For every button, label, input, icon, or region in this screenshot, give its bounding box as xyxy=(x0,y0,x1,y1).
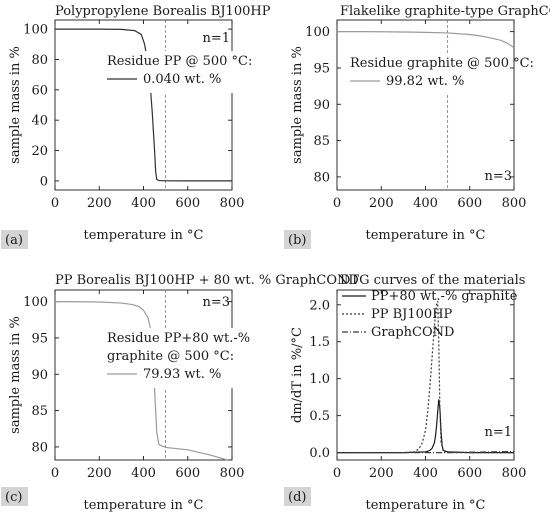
y-tick-label: 60 xyxy=(31,83,48,98)
x-tick-label: 600 xyxy=(457,196,482,211)
annotation-text: graphite @ 500 °C: xyxy=(107,349,234,364)
y-tick-label: 80 xyxy=(313,170,330,185)
annotation-bg xyxy=(103,328,233,388)
x-tick-label: 800 xyxy=(220,466,245,481)
y-tick-label: 80 xyxy=(31,440,48,455)
annotation-text: Residue graphite @ 500 °C: xyxy=(350,56,534,71)
sample-count-label: n=3 xyxy=(202,295,230,310)
y-tick-label: 95 xyxy=(31,331,48,346)
chart-panel-2: 0 200 400 600 800 80 85 90 95 100 Flakelike graphi… xyxy=(284,4,550,249)
y-tick-label: 0.5 xyxy=(309,409,330,424)
y-tick-label: 85 xyxy=(31,404,48,419)
y-axis-label: sample mass in % xyxy=(290,46,305,164)
x-tick-label: 600 xyxy=(457,466,482,481)
y-tick-label: 95 xyxy=(313,61,330,76)
x-tick-label: 800 xyxy=(502,196,527,211)
series-line-1 xyxy=(337,31,515,49)
x-tick-label: 400 xyxy=(413,196,438,211)
y-tick-label: 85 xyxy=(313,134,330,149)
plot-frame xyxy=(54,19,233,191)
x-tick-label: 0 xyxy=(51,196,59,211)
y-tick-label: 100 xyxy=(305,25,330,40)
x-tick-label: 400 xyxy=(131,466,156,481)
x-axis-label: temperature in °C xyxy=(366,228,486,243)
y-tick-label: 2.0 xyxy=(309,298,330,313)
chart-title: Flakelike graphite-type GraphCOND xyxy=(340,4,550,19)
x-axis-label: temperature in °C xyxy=(84,498,204,513)
x-tick-label: 200 xyxy=(87,196,112,211)
annotation-text: 79.93 wt. % xyxy=(143,367,221,382)
legend-label: GraphCOND xyxy=(371,325,454,340)
y-tick-label: 100 xyxy=(23,295,48,310)
annotation-bg xyxy=(346,53,476,95)
panel-label: (c) xyxy=(5,490,22,505)
x-tick-label: 0 xyxy=(333,466,341,481)
annotation-text: 0.040 wt. % xyxy=(143,72,221,87)
panel-label: (b) xyxy=(288,233,306,248)
y-axis-label: sample mass in % xyxy=(8,316,23,434)
series-line-1 xyxy=(54,301,228,461)
sample-count-label: n=1 xyxy=(484,425,512,440)
annotation-text: 99.82 wt. % xyxy=(386,74,464,89)
chart-title: DTG curves of the materials xyxy=(340,273,525,288)
x-tick-label: 200 xyxy=(369,196,394,211)
x-axis-label: temperature in °C xyxy=(84,228,204,243)
series-line-1 xyxy=(55,28,232,182)
x-tick-label: 400 xyxy=(131,196,156,211)
plot-frame xyxy=(336,19,515,191)
chart-panel-4: 0 200 400 600 800 0.0 0.5 1.0 1.5 2.0 DTG curves o… xyxy=(284,273,526,513)
y-tick-label: 1.0 xyxy=(309,372,330,387)
x-tick-label: 400 xyxy=(413,466,438,481)
panel-label-box xyxy=(1,230,28,249)
sample-count-label: n=1 xyxy=(202,31,230,46)
legend-label: PP+80 wt.-% graphite xyxy=(371,289,518,304)
y-tick-label: 20 xyxy=(31,144,48,159)
chart-panel-1: 0 200 400 600 800 0 20 40 60 80 100 Polypropylene B… xyxy=(1,4,271,249)
annotation-text: Residue PP @ 500 °C: xyxy=(107,54,252,69)
x-tick-label: 200 xyxy=(369,466,394,481)
y-tick-label: 0.0 xyxy=(309,446,330,461)
chart-title: PP Borealis BJ100HP + 80 wt. % GraphCOND xyxy=(55,273,359,288)
legend-label: PP BJ100HP xyxy=(371,307,453,322)
y-tick-label: 80 xyxy=(31,53,48,68)
chart-title: Polypropylene Borealis BJ100HP xyxy=(55,4,271,19)
y-tick-label: 0 xyxy=(40,174,48,189)
x-tick-label: 200 xyxy=(87,466,112,481)
panel-label-box xyxy=(1,487,28,506)
y-tick-label: 1.5 xyxy=(309,335,330,350)
x-tick-label: 600 xyxy=(175,466,200,481)
x-tick-label: 600 xyxy=(175,196,200,211)
annotation-bg xyxy=(103,51,233,93)
series-line-3 xyxy=(337,450,515,454)
x-tick-label: 0 xyxy=(51,466,59,481)
x-tick-label: 800 xyxy=(502,466,527,481)
sample-count-label: n=3 xyxy=(484,169,512,184)
y-tick-label: 40 xyxy=(31,114,48,129)
annotation-text: Residue PP+80 wt.-% xyxy=(107,331,250,346)
panel-label: (d) xyxy=(288,490,306,505)
y-tick-label: 90 xyxy=(31,368,48,383)
chart-panel-3: 0 200 400 600 800 80 85 90 95 100 PP Borealis BJ10… xyxy=(1,273,359,513)
series-line-2 xyxy=(337,300,514,454)
y-axis-label: sample mass in % xyxy=(8,46,23,164)
x-axis-label: temperature in °C xyxy=(366,498,486,513)
y-tick-label: 100 xyxy=(23,23,48,38)
y-tick-label: 90 xyxy=(313,98,330,113)
y-axis-label: dm/dT in %/°C xyxy=(290,327,305,423)
panel-label-box xyxy=(284,487,311,506)
panel-label-box xyxy=(284,230,311,249)
x-tick-label: 800 xyxy=(220,196,245,211)
x-tick-label: 0 xyxy=(333,196,341,211)
panel-label: (a) xyxy=(5,233,23,248)
